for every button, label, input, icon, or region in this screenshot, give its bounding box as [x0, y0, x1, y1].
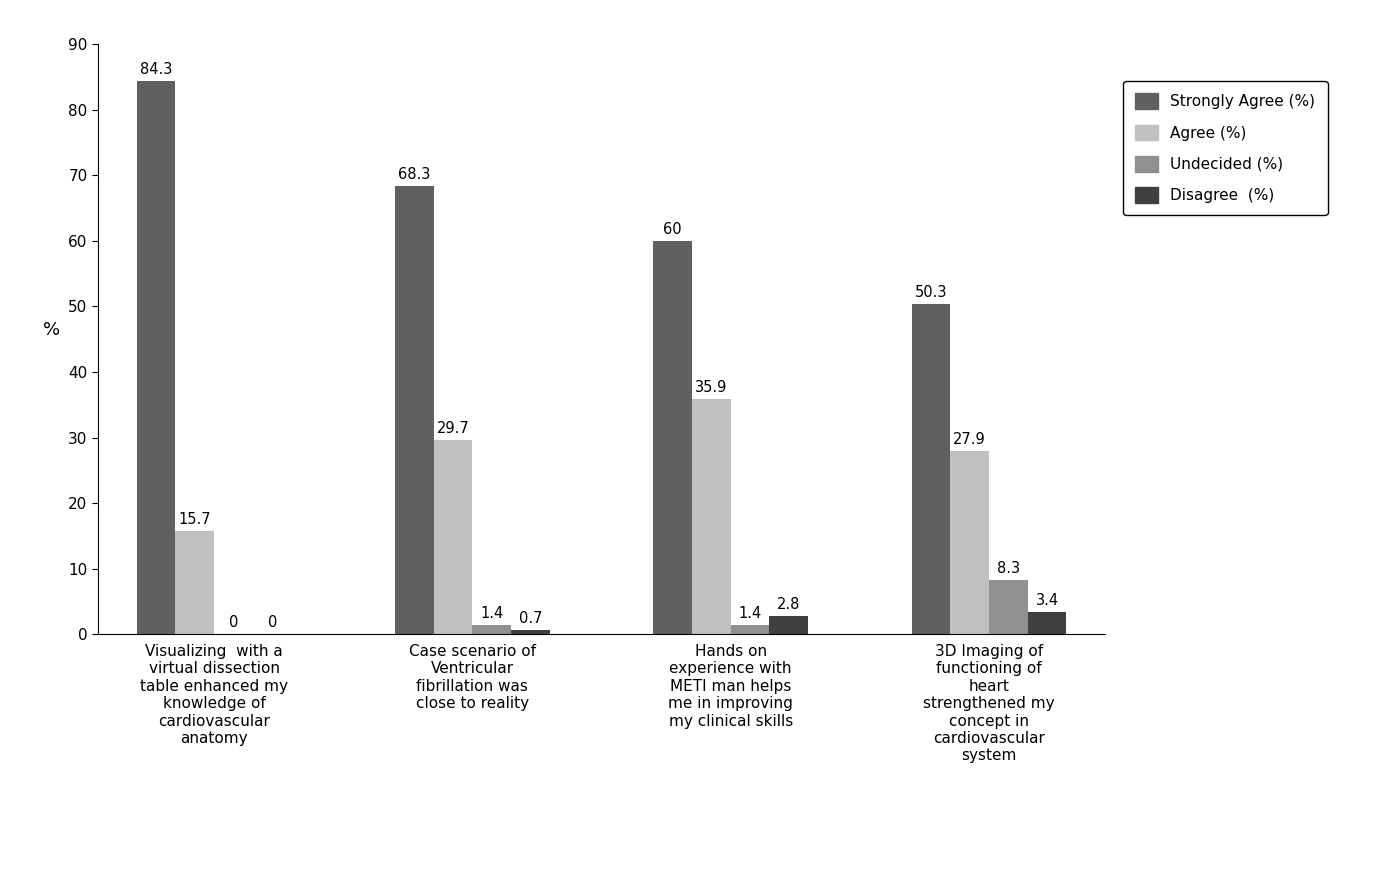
Text: 27.9: 27.9 [953, 433, 986, 448]
Bar [989, 580, 1028, 634]
Bar [912, 305, 950, 634]
Bar [137, 81, 175, 634]
Text: 0: 0 [267, 616, 277, 631]
Text: 68.3: 68.3 [399, 167, 431, 182]
Text: 0.7: 0.7 [519, 611, 543, 626]
Bar [769, 616, 809, 634]
Text: 3.4: 3.4 [1035, 593, 1059, 608]
Text: 2.8: 2.8 [776, 597, 800, 612]
Text: 15.7: 15.7 [179, 513, 211, 528]
Text: 1.4: 1.4 [739, 606, 761, 621]
Text: 84.3: 84.3 [140, 63, 172, 78]
Bar [395, 187, 434, 634]
Bar [511, 630, 550, 634]
Bar [653, 241, 693, 634]
Y-axis label: %: % [43, 322, 60, 339]
Bar [473, 626, 511, 634]
Text: 60: 60 [663, 222, 681, 237]
Text: 0: 0 [229, 616, 238, 631]
Bar [730, 626, 769, 634]
Bar [1028, 612, 1066, 634]
Text: 1.4: 1.4 [480, 606, 504, 621]
Legend: Strongly Agree (%), Agree (%), Undecided (%), Disagree  (%): Strongly Agree (%), Agree (%), Undecided… [1123, 81, 1328, 216]
Bar [950, 451, 989, 634]
Bar [175, 531, 214, 634]
Text: 50.3: 50.3 [915, 285, 947, 300]
Text: 35.9: 35.9 [695, 380, 727, 395]
Text: 29.7: 29.7 [436, 420, 470, 435]
Bar [693, 399, 730, 634]
Bar [434, 440, 473, 634]
Text: 8.3: 8.3 [997, 561, 1020, 576]
